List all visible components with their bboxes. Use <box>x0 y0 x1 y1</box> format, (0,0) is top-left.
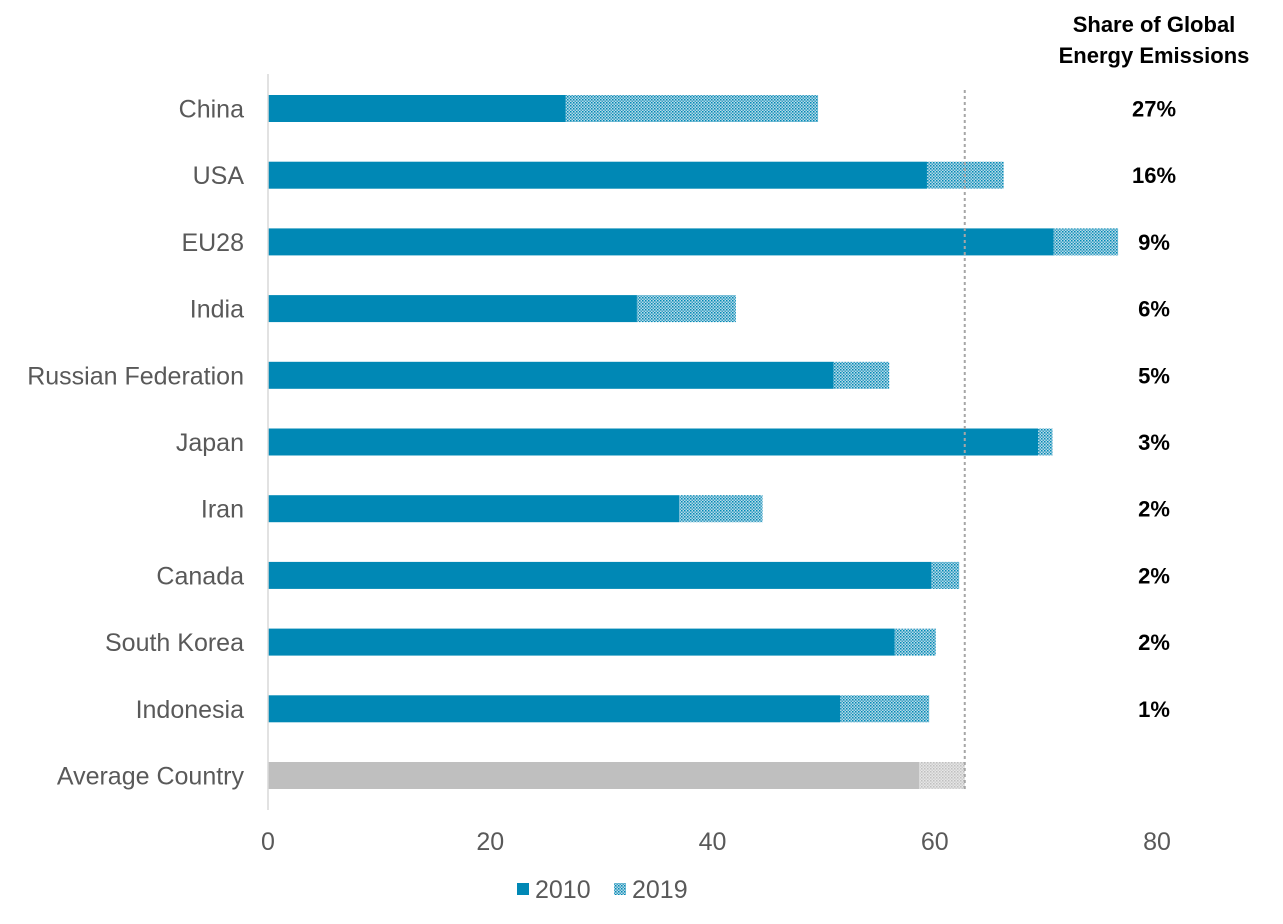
bar-2010-japan <box>268 428 1039 456</box>
category-label-south-korea: South Korea <box>105 629 244 657</box>
legend-label-2010: 2010 <box>535 876 591 904</box>
share-label-iran: 2% <box>1138 497 1170 522</box>
category-label-russian-federation: Russian Federation <box>27 362 244 390</box>
share-label-russian-federation: 5% <box>1138 363 1170 388</box>
bar-2019-eu28 <box>1053 228 1119 256</box>
bar-2019-china <box>565 95 819 122</box>
share-label-usa: 16% <box>1132 163 1176 188</box>
bar-2010-usa <box>268 161 927 189</box>
bar-2010-eu28 <box>268 228 1054 256</box>
share-label-eu28: 9% <box>1138 230 1170 255</box>
x-tick-label-80: 80 <box>1143 828 1171 856</box>
category-label-indonesia: Indonesia <box>136 696 245 724</box>
bar-2019-canada <box>931 561 960 589</box>
bar-2010-china <box>268 95 566 122</box>
legend-swatch-2019 <box>614 883 626 895</box>
share-title-line-1: Share of Global <box>1073 12 1236 37</box>
bar-2019-south-korea <box>894 628 936 656</box>
category-label-india: India <box>190 296 244 324</box>
category-label-japan: Japan <box>176 429 244 457</box>
bar-2010-iran <box>268 495 680 523</box>
bar-2010-average-country <box>268 762 920 789</box>
x-tick-label-60: 60 <box>921 828 949 856</box>
bar-2019-average-country <box>919 762 965 789</box>
share-label-india: 6% <box>1138 297 1170 322</box>
bar-2010-russian-federation <box>268 361 834 389</box>
legend-label-2019: 2019 <box>632 876 688 904</box>
share-title-line-2: Energy Emissions <box>1059 43 1250 68</box>
bar-2019-russian-federation <box>833 361 890 389</box>
bar-2010-indonesia <box>268 695 841 723</box>
share-label-south-korea: 2% <box>1138 630 1170 655</box>
share-labels: 27% 16% 9% 6% 5% 3% 2% 2% 2% 1% <box>1132 97 1176 722</box>
share-label-canada: 2% <box>1138 563 1170 588</box>
legend: 2010 2019 <box>517 876 688 904</box>
bar-2019-indonesia <box>840 695 930 723</box>
category-label-iran: Iran <box>201 496 244 524</box>
legend-swatch-2010 <box>517 883 529 895</box>
x-tick-label-20: 20 <box>476 828 504 856</box>
category-labels: China USA EU28 India Russian Federation Japan… <box>27 96 244 791</box>
share-title: Share of Global Energy Emissions <box>1059 12 1250 68</box>
x-tick-label-0: 0 <box>261 828 275 856</box>
bar-2019-india <box>636 295 736 323</box>
bar-2019-iran <box>679 495 763 523</box>
bar-2010-canada <box>268 561 932 589</box>
share-label-indonesia: 1% <box>1138 697 1170 722</box>
x-tick-label-40: 40 <box>699 828 727 856</box>
category-label-average-country: Average Country <box>57 763 245 791</box>
bar-2010-india <box>268 295 637 323</box>
share-label-japan: 3% <box>1138 430 1170 455</box>
category-label-eu28: EU28 <box>181 229 244 257</box>
category-label-china: China <box>179 96 244 124</box>
category-label-usa: USA <box>193 162 245 190</box>
bar-2019-japan <box>1038 428 1053 456</box>
category-label-canada: Canada <box>156 562 244 590</box>
share-label-china: 27% <box>1132 97 1176 122</box>
x-axis-ticks: 0 20 40 60 80 <box>261 828 1171 856</box>
bar-2010-south-korea <box>268 628 895 656</box>
bars-layer <box>268 95 1119 789</box>
